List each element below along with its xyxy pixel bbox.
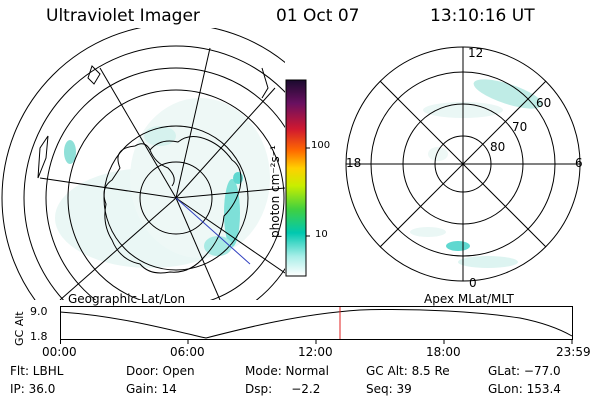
timeline-y-top: 9.0	[30, 305, 48, 318]
date-label: 01 Oct 07	[276, 6, 360, 26]
time-tick-4: 23:59	[556, 345, 591, 359]
mlt-label-12: 12	[468, 46, 484, 60]
colorbar-tick-10: 10	[315, 229, 328, 240]
timeline-y-bottom: 1.8	[30, 330, 48, 343]
mlt-label-6: 6	[575, 156, 583, 170]
aurora-emission-right	[410, 79, 543, 268]
info-filter: Flt: LBHL	[10, 364, 64, 378]
colorbar-units-label: photon cm⁻²s⁻¹	[268, 145, 282, 238]
right-polar-label: Apex MLat/MLT	[424, 292, 514, 306]
info-gain: Gain: 14	[126, 382, 177, 396]
lat-label-60: 60	[536, 96, 552, 110]
info-gc-alt: GC Alt: 8.5 Re	[366, 364, 450, 378]
antarctica-coastline	[103, 136, 242, 274]
colorbar-tick-100: 100	[311, 140, 331, 151]
altitude-timeline	[60, 306, 573, 344]
info-door: Door: Open	[126, 364, 195, 378]
geographic-map	[1, 28, 285, 300]
time-tick-2: 12:00	[298, 345, 333, 359]
colorbar	[285, 79, 310, 277]
timeline-axis-label: GC Alt	[13, 311, 26, 346]
info-ip: IP: 36.0	[10, 382, 56, 396]
aurora-emission-left	[55, 98, 270, 268]
time-tick-3: 18:00	[426, 345, 461, 359]
left-map-label: Geographic Lat/Lon	[68, 292, 186, 306]
polar-plot	[345, 46, 581, 282]
mlt-label-18: 18	[346, 156, 362, 170]
info-mode: Mode: Normal	[245, 364, 329, 378]
info-seq: Seq: 39	[366, 382, 412, 396]
instrument-title: Ultraviolet Imager	[46, 6, 200, 26]
mlt-label-0: 0	[469, 276, 477, 290]
info-glon: GLon: 153.4	[488, 382, 561, 396]
info-dsp: Dsp: −2.2	[245, 382, 321, 396]
lat-label-70: 70	[512, 120, 528, 134]
time-tick-1: 06:00	[170, 345, 205, 359]
time-label: 13:10:16 UT	[430, 6, 535, 26]
lat-label-80: 80	[490, 140, 506, 154]
time-tick-0: 00:00	[42, 345, 77, 359]
altitude-curve	[60, 308, 573, 339]
info-glat: GLat: −77.0	[488, 364, 561, 378]
satellite-track	[175, 197, 251, 265]
